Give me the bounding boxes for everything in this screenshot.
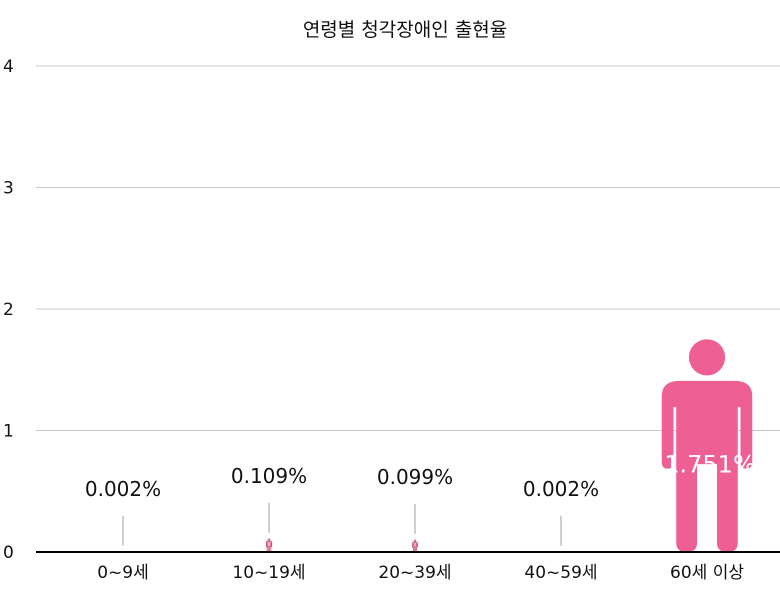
y-tick-label: 4 xyxy=(3,57,14,77)
x-tick-label: 10~19세 xyxy=(232,563,305,583)
data-label: 0.099% xyxy=(377,465,453,489)
data-labels: 0.002% 0.109% 0.099% 0.002% 1.751% xyxy=(85,450,756,501)
person-body xyxy=(265,541,273,553)
pictogram-bars xyxy=(265,339,753,553)
person-head xyxy=(688,339,726,376)
x-tick-label: 20~39세 xyxy=(378,563,451,583)
y-tick-label: 0 xyxy=(3,543,14,563)
y-tick-label: 3 xyxy=(3,179,14,199)
leader-lines xyxy=(122,502,562,546)
pictogram-bar-2 xyxy=(265,538,273,553)
grid-lines xyxy=(36,65,780,431)
person-head xyxy=(267,538,271,542)
pictogram-bar-3 xyxy=(412,539,418,553)
chart-title: 연령별 청각장애인 출현율 xyxy=(303,19,507,41)
x-tick-label: 0~9세 xyxy=(97,563,149,583)
x-axis: 0~9세 10~19세 20~39세 40~59세 60세 이상 xyxy=(97,563,744,583)
data-label: 0.002% xyxy=(523,477,599,501)
pictogram-bar-5 xyxy=(661,339,753,552)
person-head xyxy=(413,539,417,543)
person-body xyxy=(661,380,753,552)
x-tick-label: 60세 이상 xyxy=(670,563,744,583)
data-label: 0.109% xyxy=(231,464,307,488)
data-label: 1.751% xyxy=(664,450,756,478)
y-tick-label: 1 xyxy=(3,422,14,442)
y-tick-label: 2 xyxy=(3,300,14,320)
data-label: 0.002% xyxy=(85,477,161,501)
y-axis: 0 1 2 3 4 xyxy=(3,57,14,563)
person-body xyxy=(412,542,418,553)
x-tick-label: 40~59세 xyxy=(524,563,597,583)
